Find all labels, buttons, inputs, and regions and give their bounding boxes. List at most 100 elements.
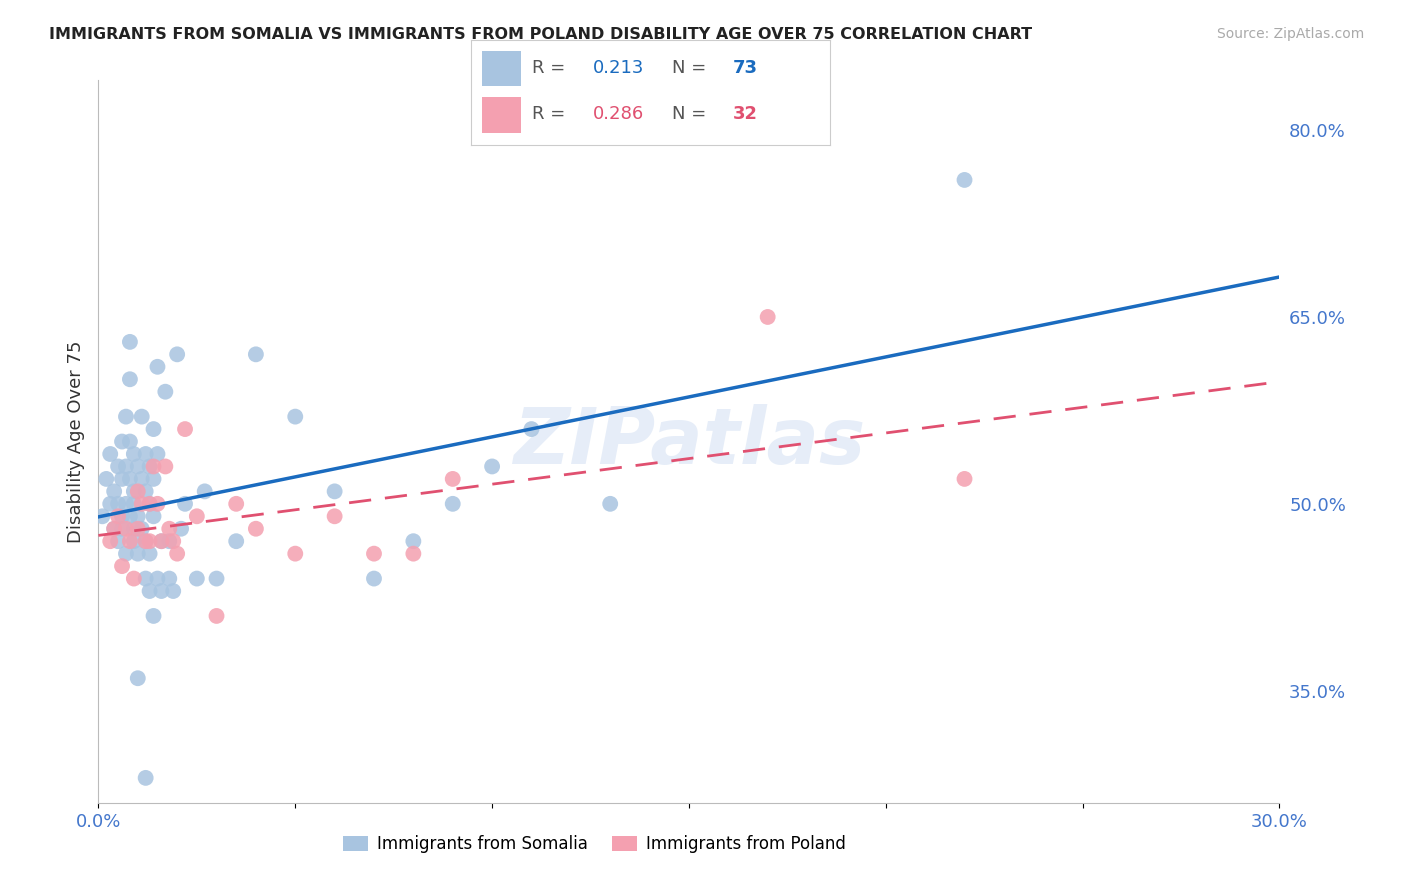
Point: [146, 359, 169, 374]
Point: [194, 484, 217, 499]
Point: [115, 522, 138, 536]
Text: N =: N =: [672, 105, 711, 123]
Point: [131, 497, 153, 511]
Point: [441, 497, 464, 511]
Point: [98, 497, 121, 511]
Point: [96, 472, 118, 486]
Point: [111, 559, 134, 574]
Point: [115, 459, 138, 474]
Text: 32: 32: [733, 105, 758, 123]
Point: [118, 372, 141, 386]
Point: [111, 472, 134, 486]
Point: [142, 609, 165, 624]
Point: [103, 484, 125, 499]
Point: [138, 459, 160, 474]
Point: [127, 509, 149, 524]
Point: [166, 347, 188, 361]
Point: [122, 522, 145, 536]
Text: ZIPatlas: ZIPatlas: [513, 403, 865, 480]
Point: [245, 522, 267, 536]
Point: [138, 497, 160, 511]
Text: 0.286: 0.286: [593, 105, 644, 123]
Point: [157, 522, 180, 536]
Point: [135, 534, 157, 549]
Point: [115, 497, 138, 511]
Point: [135, 534, 157, 549]
Point: [157, 572, 180, 586]
Point: [157, 534, 180, 549]
Point: [441, 472, 464, 486]
Legend: Immigrants from Somalia, Immigrants from Poland: Immigrants from Somalia, Immigrants from…: [336, 828, 852, 860]
Point: [174, 497, 197, 511]
Point: [138, 497, 160, 511]
Point: [162, 584, 184, 599]
Point: [155, 459, 177, 474]
Point: [107, 459, 129, 474]
Point: [225, 497, 247, 511]
Point: [111, 509, 134, 524]
Point: [284, 409, 307, 424]
Point: [98, 534, 121, 549]
Point: [205, 609, 228, 624]
Point: [115, 547, 138, 561]
Text: 73: 73: [733, 59, 758, 77]
Point: [107, 509, 129, 524]
Point: [135, 447, 157, 461]
Point: [127, 484, 149, 499]
Point: [146, 497, 169, 511]
Point: [756, 310, 779, 324]
Point: [520, 422, 543, 436]
FancyBboxPatch shape: [482, 97, 522, 133]
Point: [98, 447, 121, 461]
Point: [118, 334, 141, 349]
Point: [162, 534, 184, 549]
Point: [953, 173, 976, 187]
Text: R =: R =: [531, 105, 571, 123]
Point: [186, 572, 208, 586]
Point: [118, 472, 141, 486]
Point: [174, 422, 197, 436]
Y-axis label: Disability Age Over 75: Disability Age Over 75: [66, 340, 84, 543]
Point: [103, 522, 125, 536]
Point: [150, 584, 173, 599]
Point: [323, 484, 346, 499]
Point: [363, 547, 385, 561]
Point: [481, 459, 503, 474]
Point: [142, 509, 165, 524]
Point: [122, 447, 145, 461]
Point: [142, 459, 165, 474]
Point: [127, 459, 149, 474]
Point: [115, 409, 138, 424]
Point: [122, 497, 145, 511]
Point: [122, 534, 145, 549]
Point: [146, 447, 169, 461]
Point: [146, 572, 169, 586]
Point: [225, 534, 247, 549]
Point: [166, 547, 188, 561]
Point: [91, 509, 114, 524]
Point: [599, 497, 621, 511]
Text: IMMIGRANTS FROM SOMALIA VS IMMIGRANTS FROM POLAND DISABILITY AGE OVER 75 CORRELA: IMMIGRANTS FROM SOMALIA VS IMMIGRANTS FR…: [49, 27, 1032, 42]
Point: [138, 547, 160, 561]
Point: [131, 522, 153, 536]
Point: [127, 671, 149, 685]
Point: [142, 472, 165, 486]
Point: [363, 572, 385, 586]
Point: [127, 522, 149, 536]
Point: [155, 384, 177, 399]
Text: R =: R =: [531, 59, 571, 77]
Point: [131, 472, 153, 486]
Point: [150, 534, 173, 549]
Text: N =: N =: [672, 59, 711, 77]
Point: [142, 422, 165, 436]
Point: [186, 509, 208, 524]
Point: [135, 771, 157, 785]
Point: [118, 434, 141, 449]
Point: [118, 534, 141, 549]
Point: [107, 497, 129, 511]
Point: [402, 547, 425, 561]
Point: [122, 484, 145, 499]
Point: [111, 522, 134, 536]
Point: [135, 484, 157, 499]
FancyBboxPatch shape: [482, 51, 522, 87]
